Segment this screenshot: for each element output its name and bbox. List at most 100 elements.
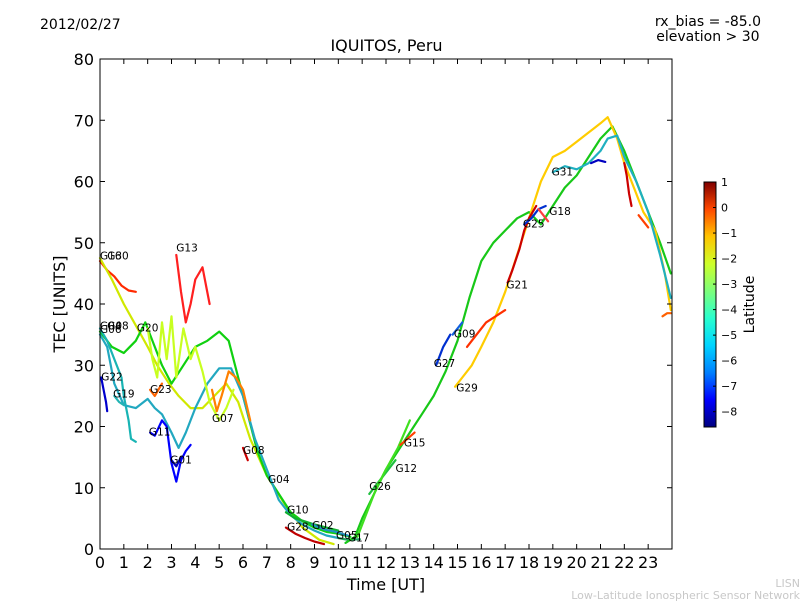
satellite-label: G29 [456, 383, 478, 395]
y-tick-label: 40 [74, 295, 94, 314]
series-g31c [623, 162, 633, 208]
series-g18 [537, 208, 550, 223]
colorbar-tick-label: −1 [721, 227, 737, 240]
series-g25 [523, 204, 547, 226]
series-g21 [465, 309, 507, 348]
satellite-label: G22 [101, 372, 123, 384]
satellite-label: G28 [287, 522, 309, 534]
x-tick-label: 6 [238, 553, 248, 572]
y-tick-label: 60 [74, 173, 94, 192]
series-g12 [356, 419, 411, 538]
plot-frame [99, 58, 673, 550]
chart-date: 2012/02/27 [40, 17, 121, 33]
x-tick-label: 16 [471, 553, 491, 572]
satellite-label: G26 [369, 481, 391, 493]
series-g01 [170, 456, 183, 468]
series-g15 [399, 431, 416, 446]
y-tick-label: 70 [74, 111, 94, 130]
series-g11 [149, 419, 192, 483]
y-tick-label: 50 [74, 234, 94, 253]
colorbar-tick-label: −7 [721, 380, 737, 393]
x-tick-label: 8 [286, 553, 296, 572]
satellite-label: G21 [506, 280, 528, 292]
satellite-label: G30 [107, 250, 129, 262]
series-g08 [98, 327, 137, 443]
x-tick-label: 5 [214, 553, 224, 572]
colorbar-tick-label: 0 [721, 202, 728, 215]
series-g07 [210, 370, 252, 422]
series-g08 [241, 446, 249, 462]
satellite-label: G13 [176, 242, 198, 254]
x-axis-label: Time [UT] [346, 575, 425, 594]
x-tick-label: 2 [143, 553, 153, 572]
x-tick-label: 12 [376, 553, 396, 572]
x-tick-label: 22 [614, 553, 634, 572]
x-tick-label: 1 [119, 553, 129, 572]
satellite-label: G06 [100, 324, 122, 336]
x-axis: 0 1 2 3 4 5 6 7 8 9 10 11 12 13 14 15 16 17 18 19 20 21 22 23 [95, 59, 658, 572]
satellite-label: G20 [137, 323, 159, 335]
x-tick-label: 9 [309, 553, 319, 572]
series-g04 [98, 321, 352, 538]
satellite-label: G10 [287, 505, 309, 517]
x-tick-label: 17 [495, 553, 515, 572]
satellite-label: G09 [454, 329, 476, 341]
colorbar-tick-label: −6 [721, 355, 737, 368]
x-tick-label: 0 [95, 553, 105, 572]
series-g31d [637, 214, 650, 229]
satellite-label: G18 [549, 206, 571, 218]
series-g05 [337, 536, 361, 541]
x-tick-label: 4 [190, 553, 200, 572]
satellite-label: G17 [348, 533, 370, 545]
colorbar-tick-label: −2 [721, 253, 737, 266]
satellite-label: G19 [113, 389, 135, 401]
x-tick-label: 20 [566, 553, 586, 572]
satellite-label: G15 [404, 438, 426, 450]
footer-lisn: LISN [775, 577, 800, 590]
chart-title: IQUITOS, Peru [330, 36, 443, 55]
satellite-label: G08 [243, 445, 265, 457]
rx-bias-text: rx_bias = -85.0 [654, 14, 761, 30]
y-tick-label: 80 [74, 50, 94, 69]
series-g29 [454, 116, 672, 388]
series-g17 [344, 125, 672, 545]
x-tick-label: 13 [400, 553, 420, 572]
colorbar-tick-label: −5 [721, 329, 737, 342]
x-tick-label: 21 [590, 553, 610, 572]
colorbar-label: Latitude [742, 276, 758, 334]
colorbar-tick-label: −8 [721, 406, 737, 419]
colorbar-tick-label: −4 [721, 304, 737, 317]
colorbar-tick-label: 1 [721, 176, 728, 189]
series-g13 [175, 253, 211, 324]
satellite-label: G12 [396, 463, 418, 475]
satellite-label: G16 [100, 250, 122, 262]
satellite-label: G08 [107, 321, 129, 333]
x-tick-label: 11 [352, 553, 372, 572]
satellite-label: G05 [336, 530, 358, 542]
chart-parameters: rx_bias = -85.0 elevation > 30 [655, 15, 761, 45]
y-tick-label: 30 [74, 356, 94, 375]
series-g27 [435, 333, 452, 367]
satellite-label: G02 [312, 520, 334, 532]
satellite-label: G23 [150, 384, 172, 396]
series-g20 [146, 315, 235, 422]
series-g02 [311, 523, 349, 537]
x-tick-label: 18 [519, 553, 539, 572]
y-axis: 0 10 20 30 40 50 60 70 80 [74, 50, 672, 559]
colorbar-gradient [703, 181, 717, 428]
series-g21b [506, 204, 538, 284]
series-g22 [100, 376, 109, 413]
x-tick-label: 15 [447, 553, 467, 572]
elevation-text: elevation > 30 [656, 29, 760, 45]
series-g23 [149, 382, 164, 397]
satellite-label: G01 [170, 454, 192, 466]
series-g28 [284, 526, 326, 546]
series-g31e [661, 312, 672, 318]
series-g10 [284, 511, 340, 532]
satellite-label: G31 [552, 166, 574, 178]
x-tick-label: 23 [638, 553, 658, 572]
y-tick-label: 10 [74, 479, 94, 498]
latitude-colorbar: 1 0 −1 −2 −3 −4 −5 −6 −7 −8 [703, 176, 737, 428]
